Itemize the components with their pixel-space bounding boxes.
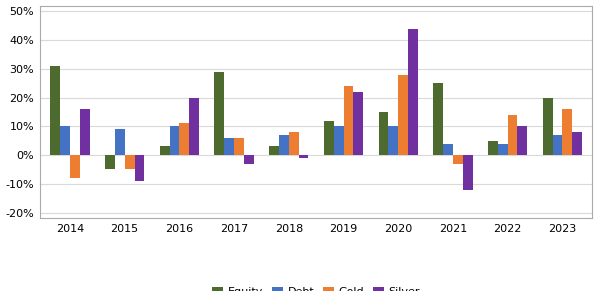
Bar [553, 135, 562, 155]
Bar [433, 83, 443, 155]
Bar [70, 155, 80, 178]
Bar [244, 155, 254, 164]
Bar [60, 126, 70, 155]
Bar [298, 155, 309, 158]
Bar [379, 112, 388, 155]
Bar [463, 155, 472, 189]
Bar [105, 155, 115, 169]
Bar [115, 129, 124, 155]
Legend: Equity, Debt, Gold, Silver: Equity, Debt, Gold, Silver [209, 283, 423, 291]
Bar [160, 146, 169, 155]
Bar [124, 155, 135, 169]
Bar [135, 155, 144, 181]
Bar [353, 92, 363, 155]
Bar [562, 109, 572, 155]
Bar [343, 86, 353, 155]
Bar [324, 120, 334, 155]
Bar [443, 143, 453, 155]
Bar [224, 138, 234, 155]
Bar [289, 132, 298, 155]
Bar [215, 72, 224, 155]
Bar [542, 97, 553, 155]
Bar [334, 126, 343, 155]
Bar [388, 126, 398, 155]
Bar [508, 115, 517, 155]
Bar [50, 66, 60, 155]
Bar [234, 138, 244, 155]
Bar [169, 126, 179, 155]
Bar [269, 146, 279, 155]
Bar [408, 29, 418, 155]
Bar [453, 155, 463, 164]
Bar [189, 97, 199, 155]
Bar [398, 74, 408, 155]
Bar [498, 143, 508, 155]
Bar [80, 109, 90, 155]
Bar [179, 123, 189, 155]
Bar [517, 126, 527, 155]
Bar [572, 132, 582, 155]
Bar [279, 135, 289, 155]
Bar [488, 141, 498, 155]
